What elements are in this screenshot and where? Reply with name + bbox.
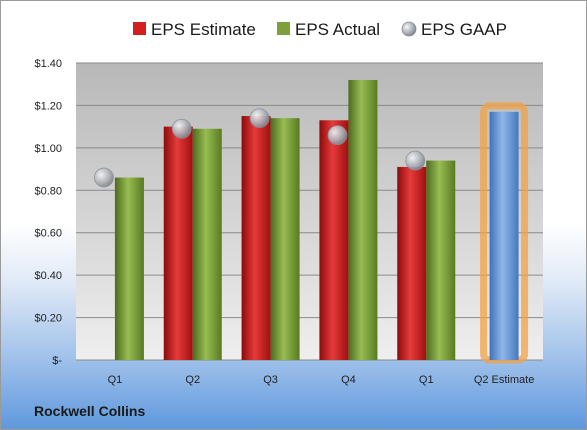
- estimate-bar: [163, 126, 193, 361]
- estimate-bar: [241, 116, 271, 361]
- legend-swatch: [133, 22, 146, 35]
- actual-bar: [348, 79, 378, 360]
- x-tick-label: Q2: [185, 374, 200, 386]
- estimate-bar: [319, 120, 349, 361]
- x-tick-label: Q2 Estimate: [474, 374, 535, 386]
- y-tick-label: $0.80: [34, 185, 62, 197]
- x-tick-label: Q3: [263, 374, 278, 386]
- x-tick-label: Q1: [419, 374, 434, 386]
- y-tick-label: $0.20: [34, 313, 62, 325]
- estimate-bar: [397, 166, 427, 360]
- x-axis-ticks: Q1 Q2 Q3 Q4 Q1 Q2 Estimate: [108, 374, 535, 386]
- gaap-marker: [327, 125, 348, 146]
- y-tick-label: $1.20: [34, 100, 62, 112]
- y-tick-label: $1.40: [34, 58, 62, 70]
- y-tick-label: $1.00: [34, 143, 62, 155]
- legend-label: EPS GAAP: [421, 20, 507, 39]
- estimate-bar: [489, 111, 519, 361]
- gaap-marker: [171, 118, 192, 139]
- actual-bar: [114, 177, 144, 360]
- gaap-markers: [94, 108, 426, 188]
- y-axis-ticks: $- $0.20 $0.40 $0.60 $0.80 $1.00 $1.20 $1.40: [34, 58, 62, 367]
- gridlines: [76, 62, 543, 361]
- actual-bar: [192, 128, 222, 360]
- company-name: Rockwell Collins: [34, 403, 146, 419]
- y-tick-label: $-: [52, 355, 62, 367]
- legend-swatch: [277, 22, 290, 35]
- chart-legend: EPS Estimate EPS Actual EPS GAAP: [133, 20, 507, 39]
- legend-label: EPS Estimate: [151, 20, 256, 39]
- y-tick-label: $0.40: [34, 270, 62, 282]
- gaap-marker: [405, 150, 426, 171]
- x-tick-label: Q4: [341, 374, 356, 386]
- gaap-marker: [249, 108, 270, 129]
- y-tick-label: $0.60: [34, 228, 62, 240]
- legend-swatch-gaap: [401, 21, 417, 37]
- plot-area: [76, 63, 543, 360]
- actual-bar: [426, 160, 456, 360]
- bars: [114, 79, 529, 364]
- actual-bar: [270, 118, 300, 361]
- x-tick-label: Q1: [108, 374, 123, 386]
- gaap-marker: [94, 167, 114, 188]
- legend-label: EPS Actual: [295, 20, 380, 39]
